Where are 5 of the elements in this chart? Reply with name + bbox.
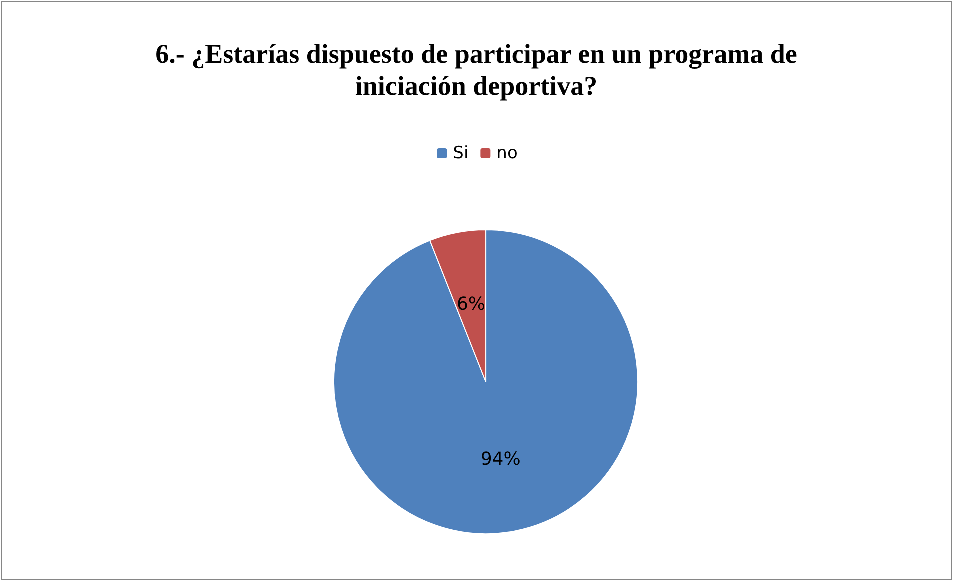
legend-label: no bbox=[496, 144, 518, 164]
chart-title: 6.- ¿Estarías dispuesto de participar en un programa de iniciación deportiva? bbox=[154, 38, 798, 102]
data-label: 6% bbox=[456, 294, 486, 315]
legend-label: Si bbox=[453, 144, 469, 164]
data-label: 94% bbox=[480, 449, 521, 470]
